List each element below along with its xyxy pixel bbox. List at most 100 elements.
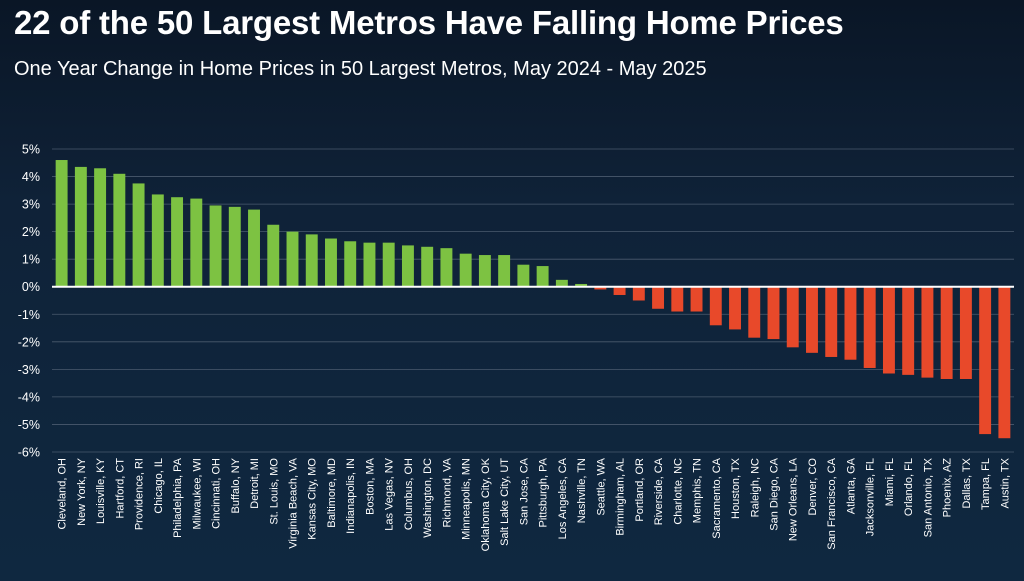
y-tick-label: -6% — [18, 446, 40, 460]
y-tick-label: 2% — [22, 225, 40, 239]
bar — [363, 242, 376, 287]
x-tick-label: Raleigh, NC — [749, 458, 761, 517]
x-tick-label: Oklahoma City, OK — [480, 457, 492, 551]
bar — [998, 286, 1011, 439]
x-tick-label: San Antonio, TX — [922, 457, 934, 537]
chart-title: 22 of the 50 Largest Metros Have Falling… — [14, 4, 844, 41]
x-tick-label: New York, NY — [76, 457, 88, 526]
x-tick-label: Miami, FL — [884, 458, 896, 506]
x-tick-label: San Francisco, CA — [826, 457, 838, 549]
bar — [979, 286, 992, 435]
x-tick-label: Chicago, IL — [153, 458, 165, 514]
bar — [344, 241, 357, 287]
y-axis: 5% 4% 3% 2% 1% 0% -1% -2% -3% -4% -5% -6% — [18, 143, 40, 460]
bar — [421, 246, 434, 287]
bar — [844, 286, 857, 360]
bar — [959, 286, 972, 380]
bar — [401, 245, 414, 287]
bars-layer — [55, 160, 1011, 439]
grid-layer — [52, 148, 1014, 453]
x-tick-label: Buffalo, NY — [230, 457, 242, 513]
y-tick-label: 1% — [22, 253, 40, 267]
x-tick-label: Boston, MA — [364, 457, 376, 515]
y-tick-label: -5% — [18, 418, 40, 432]
x-tick-label: Austin, TX — [999, 457, 1011, 508]
bar — [113, 173, 126, 287]
x-tick-label: New Orleans, LA — [788, 457, 800, 541]
bar — [652, 286, 665, 309]
y-tick-label: 0% — [22, 280, 40, 294]
y-tick-label: -2% — [18, 335, 40, 349]
y-tick-label: -4% — [18, 390, 40, 404]
y-tick-label: 3% — [22, 198, 40, 212]
x-tick-label: Seattle, WA — [595, 457, 607, 515]
x-tick-label: Minneapolis, MN — [461, 458, 473, 540]
bar — [209, 205, 222, 287]
bar — [382, 242, 395, 287]
bar — [536, 266, 549, 287]
x-axis: Cleveland, OH New York, NY Louisville, KY H… — [57, 457, 1012, 551]
x-tick-label: Houston, TX — [730, 457, 742, 519]
bar — [305, 234, 318, 287]
bar — [613, 286, 626, 295]
bar — [325, 238, 337, 287]
y-tick-label: 4% — [22, 170, 40, 184]
x-tick-label: Columbus, OH — [403, 458, 415, 530]
bar — [767, 286, 780, 340]
x-tick-label: Orlando, FL — [903, 458, 915, 516]
bar — [55, 160, 68, 287]
x-tick-label: Baltimore, MD — [326, 458, 338, 528]
x-tick-label: Washington, DC — [422, 458, 434, 538]
x-tick-label: Charlotte, NC — [672, 458, 684, 525]
bar — [632, 286, 645, 301]
bar — [151, 194, 164, 287]
x-tick-label: Detroit, MI — [249, 458, 261, 509]
x-tick-label: Nashville, TN — [576, 458, 588, 523]
bar — [440, 248, 453, 287]
x-tick-label: San Diego, CA — [769, 457, 781, 530]
y-tick-label: -3% — [18, 363, 40, 377]
chart-subtitle: One Year Change in Home Prices in 50 Lar… — [14, 58, 707, 80]
x-tick-label: Portland, OR — [634, 458, 646, 522]
bar — [575, 283, 588, 287]
bar — [459, 253, 472, 287]
x-tick-label: Pittsburgh, PA — [538, 457, 550, 527]
bar — [228, 206, 241, 287]
bar — [517, 264, 530, 287]
bar — [190, 198, 203, 287]
x-tick-label: Jacksonville, FL — [865, 458, 877, 536]
bar — [94, 168, 107, 287]
x-tick-label: Los Angeles, CA — [557, 457, 569, 539]
bar — [132, 183, 145, 287]
bar — [594, 286, 607, 290]
x-tick-label: Providence, RI — [134, 458, 146, 530]
x-tick-label: Virginia Beach, VA — [288, 457, 300, 548]
x-tick-label: San Jose, CA — [518, 457, 530, 525]
bar — [248, 209, 260, 287]
x-tick-label: Kansas City, MO — [307, 458, 319, 540]
bar — [267, 224, 280, 287]
x-tick-label: Las Vegas, NV — [384, 457, 396, 530]
bar — [882, 286, 895, 374]
x-tick-label: Salt Lake City, UT — [499, 458, 511, 546]
bar — [825, 286, 838, 357]
x-tick-label: Philadelphia, PA — [172, 457, 184, 538]
x-tick-label: Phoenix, AZ — [942, 458, 954, 518]
x-tick-label: Riverside, CA — [653, 457, 665, 525]
bar — [498, 255, 511, 287]
x-tick-label: Hartford, CT — [114, 458, 126, 519]
bar — [709, 286, 722, 326]
bar — [671, 286, 684, 312]
x-tick-label: Milwaukee, WI — [191, 458, 203, 530]
bar — [286, 231, 299, 287]
x-tick-label: Cleveland, OH — [57, 458, 69, 530]
x-tick-label: Dallas, TX — [961, 457, 973, 508]
x-tick-label: Louisville, KY — [95, 457, 107, 524]
bar — [555, 279, 568, 287]
bar — [690, 286, 703, 312]
y-tick-label: 5% — [22, 143, 40, 157]
bar — [171, 197, 184, 287]
x-tick-label: Birmingham, AL — [615, 458, 627, 536]
bar — [806, 286, 818, 353]
